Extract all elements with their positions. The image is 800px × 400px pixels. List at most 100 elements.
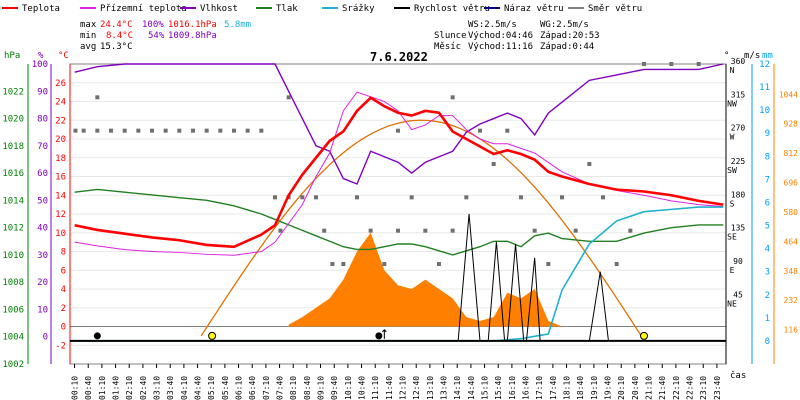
wind-direction-dot — [573, 228, 578, 233]
pct-tick-label: 90 — [37, 87, 48, 97]
time-tick-label: 10:40 — [358, 376, 367, 400]
time-tick-label: 05:40 — [221, 376, 230, 400]
dir-tick-name: N — [730, 66, 735, 75]
ms-tick-label: 0 — [765, 337, 770, 347]
time-tick-label: 23:40 — [713, 376, 722, 400]
wind-direction-dot — [437, 262, 441, 266]
time-tick-label: 02:40 — [139, 376, 148, 400]
legend-label-hum: Vlhkost — [200, 4, 238, 14]
temp-tick-label: 20 — [55, 135, 66, 145]
wind-direction-dot — [587, 162, 592, 166]
temp-tick-label: -2 — [55, 341, 66, 351]
ms-tick-label: 6 — [765, 198, 770, 208]
sun-elevation-curve — [200, 119, 642, 337]
wind-direction-dot — [245, 128, 250, 133]
stats-max-rain: 5.8mm — [224, 20, 251, 30]
legend-label-gust: Náraz větru — [504, 4, 564, 14]
wind-direction-dot — [163, 128, 168, 133]
hpa-tick-label: 1010 — [2, 251, 24, 261]
wind-direction-dot — [601, 195, 605, 200]
wind-direction-dot — [204, 128, 209, 133]
dir-tick-deg: 45 — [733, 290, 743, 299]
wind-direction-dot — [505, 128, 510, 133]
stats-max-label: max — [80, 20, 97, 30]
stats-moonset: Západ:0:44 — [540, 42, 594, 52]
legend-label-temp: Teplota — [22, 4, 60, 14]
wind-direction-dot — [614, 262, 619, 266]
time-tick-label: 20:40 — [631, 376, 640, 400]
time-tick-label: 16:10 — [508, 376, 517, 400]
dir-tick-name: NW — [727, 99, 737, 108]
time-tick-label: 10:10 — [344, 376, 353, 400]
temp-tick-label: 18 — [55, 154, 66, 164]
axis-unit-pct: % — [38, 51, 44, 61]
temp-tick-label: 2 — [61, 304, 66, 314]
stats-moon-label: Měsíc — [434, 42, 461, 52]
time-tick-label: 00:40 — [84, 376, 93, 400]
time-tick-label: 16:40 — [522, 376, 531, 400]
hpa-tick-label: 1022 — [2, 87, 24, 97]
wind-direction-dot — [642, 62, 646, 66]
stats-max-temp: 24.4°C — [100, 20, 133, 30]
wind-gust-spike — [487, 241, 506, 341]
mm-tick-label: 1044 — [779, 90, 798, 99]
legend: Teplota Přízemní teplota Vlhkost Tlak Sr… — [2, 4, 642, 14]
legend-label-ground: Přízemní teplota — [100, 4, 187, 14]
wind-direction-dot — [322, 228, 327, 233]
sunshine-area — [288, 232, 562, 327]
wind-direction-dot — [546, 262, 551, 266]
wind-direction-dot — [519, 195, 523, 200]
ms-tick-label: 2 — [765, 291, 770, 301]
time-tick-label: 04:10 — [180, 376, 189, 400]
legend-label-rain: Srážky — [342, 4, 375, 14]
axis-unit-ms: m/s — [744, 51, 760, 61]
wind-direction-dot — [314, 195, 318, 200]
wind-gust-spike — [588, 271, 609, 342]
wind-gust-spike — [506, 243, 525, 341]
temperature-line — [74, 96, 724, 249]
hpa-tick-label: 1004 — [2, 333, 24, 343]
temp-tick-label: 24 — [55, 98, 66, 108]
x-axis-label: čas — [730, 370, 746, 381]
temp-tick-label: 8 — [61, 248, 66, 258]
temp-tick-label: 4 — [61, 285, 66, 295]
ms-tick-label: 12 — [759, 60, 770, 70]
wind-direction-dot — [300, 195, 305, 200]
wind-direction-dot — [191, 128, 195, 133]
mm-tick-label: 696 — [784, 179, 799, 188]
mm-tick-label: 928 — [784, 120, 799, 129]
dir-tick-deg: 315 — [731, 90, 746, 99]
mm-tick-label: 232 — [784, 296, 799, 305]
stats-moonrise: Východ:11:16 — [468, 42, 533, 52]
wind-direction-dot — [95, 128, 100, 133]
dir-tick-deg: 90 — [733, 257, 743, 266]
axis-unit-mm: mm — [762, 51, 773, 61]
moon-marker — [375, 332, 383, 340]
time-tick-label: 11:10 — [371, 376, 380, 400]
time-tick-label: 17:40 — [549, 376, 558, 400]
pct-tick-label: 20 — [37, 278, 48, 288]
dir-tick-name: SW — [727, 166, 737, 175]
temp-tick-label: 26 — [55, 79, 66, 89]
ms-tick-label: 8 — [765, 152, 770, 162]
time-tick-label: 07:40 — [276, 376, 285, 400]
humidity-line — [74, 63, 724, 185]
ms-tick-label: 3 — [765, 268, 770, 278]
pressure-line — [74, 188, 724, 256]
wind-direction-dot — [355, 195, 359, 200]
pct-tick-label: 100 — [32, 60, 48, 70]
time-tick-label: 23:10 — [699, 376, 708, 400]
mm-tick-label: 812 — [784, 149, 799, 158]
temp-tick-label: 10 — [55, 229, 66, 239]
stats-wg: WG:2.5m/s — [540, 20, 589, 30]
time-tick-label: 01:10 — [98, 376, 107, 400]
dir-tick-name: NE — [727, 299, 737, 308]
hpa-tick-label: 1006 — [2, 305, 24, 315]
wind-gust-spike — [525, 257, 541, 341]
time-tick-label: 17:10 — [535, 376, 544, 400]
time-tick-label: 15:40 — [494, 376, 503, 400]
pct-tick-label: 60 — [37, 169, 48, 179]
axis-unit-hpa: hPa — [4, 51, 20, 61]
time-tick-label: 08:10 — [289, 376, 298, 400]
dir-tick-name: W — [730, 133, 735, 142]
